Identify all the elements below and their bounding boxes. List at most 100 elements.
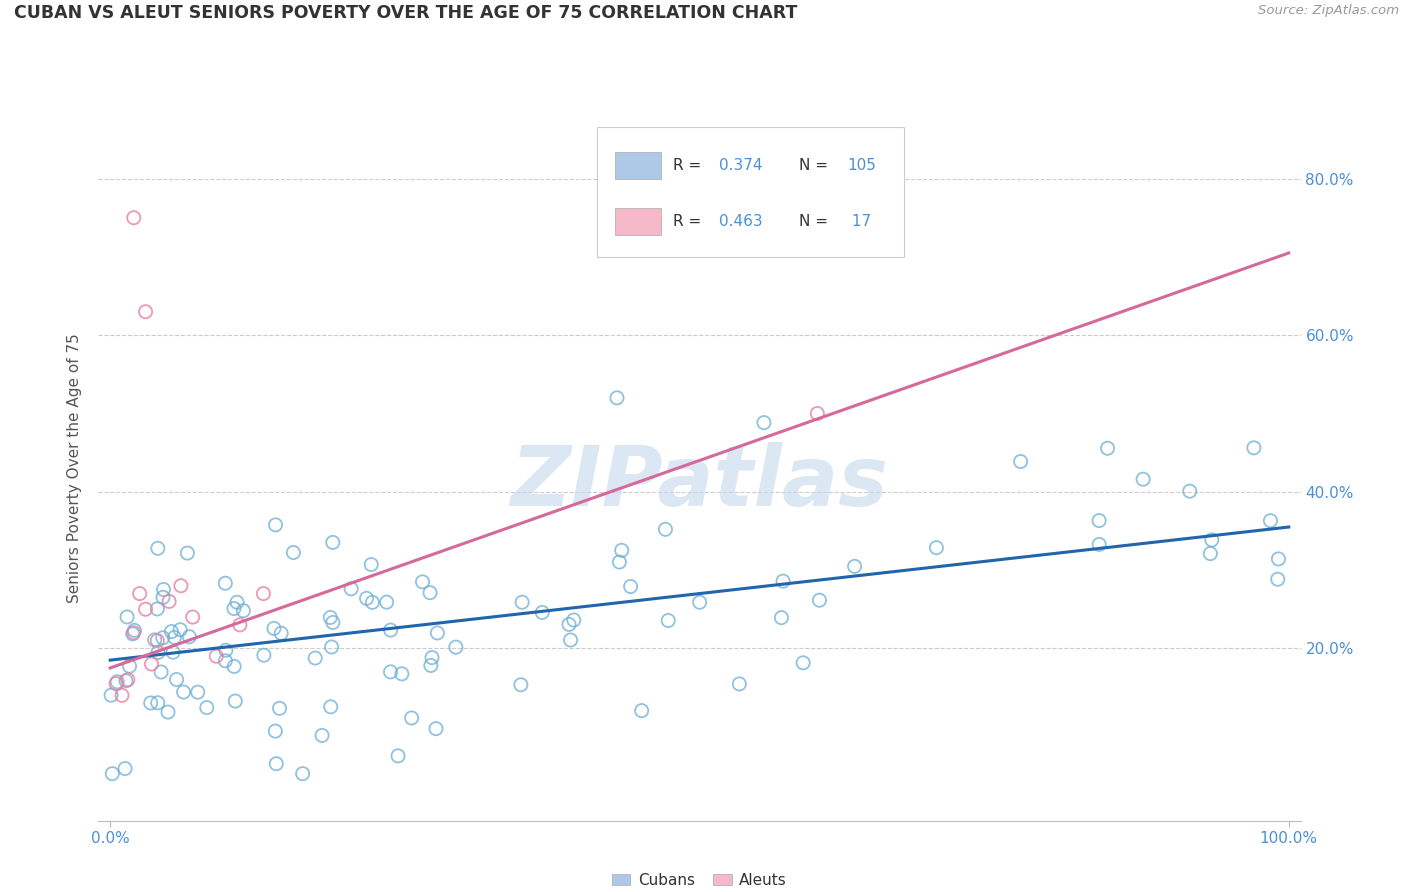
Point — [322, 535, 344, 549]
Point — [361, 595, 384, 609]
Text: Source: ZipAtlas.com: Source: ZipAtlas.com — [1258, 4, 1399, 18]
Point — [321, 640, 343, 654]
Point — [1201, 533, 1223, 547]
Point — [1199, 547, 1222, 561]
Point — [163, 631, 186, 645]
Point — [205, 649, 228, 664]
Legend: Cubans, Aleuts: Cubans, Aleuts — [606, 867, 793, 892]
Text: 0.374: 0.374 — [718, 158, 762, 173]
Point — [420, 650, 443, 665]
Point — [269, 701, 291, 715]
Point — [426, 626, 449, 640]
Point — [146, 541, 169, 556]
Point — [152, 591, 174, 605]
Point — [509, 678, 531, 692]
Y-axis label: Seniors Poverty Over the Age of 75: Seniors Poverty Over the Age of 75 — [67, 334, 83, 603]
Point — [224, 694, 246, 708]
Point — [419, 585, 441, 599]
Point — [380, 665, 402, 679]
Point — [135, 304, 157, 318]
Point — [808, 593, 831, 607]
Point — [166, 673, 188, 687]
Point — [728, 677, 751, 691]
Point — [391, 666, 413, 681]
Point — [122, 625, 145, 640]
Point — [146, 696, 169, 710]
Point — [770, 610, 793, 624]
Point — [610, 543, 633, 558]
Point — [100, 688, 122, 702]
Point — [226, 595, 249, 609]
Point — [124, 624, 146, 638]
Point — [232, 604, 254, 618]
Point — [419, 658, 441, 673]
Point — [558, 617, 581, 632]
Point — [162, 645, 184, 659]
Point — [380, 623, 402, 637]
Point — [214, 576, 236, 591]
Point — [304, 651, 326, 665]
Point — [195, 700, 218, 714]
Point — [1010, 454, 1032, 468]
Point — [150, 665, 173, 679]
Point — [115, 673, 138, 688]
Point — [169, 623, 191, 637]
Point — [531, 606, 554, 620]
Point — [1132, 472, 1154, 486]
Point — [179, 630, 201, 644]
Point — [156, 705, 179, 719]
Text: 105: 105 — [848, 158, 876, 173]
Point — [1088, 514, 1111, 528]
Point — [1097, 442, 1119, 456]
Point — [101, 766, 124, 780]
FancyBboxPatch shape — [616, 208, 661, 235]
Point — [375, 595, 398, 609]
Point — [160, 624, 183, 639]
Point — [283, 545, 305, 559]
Point — [146, 602, 169, 616]
Text: 0.463: 0.463 — [718, 214, 762, 229]
Point — [444, 640, 467, 654]
FancyBboxPatch shape — [616, 152, 661, 178]
Point — [319, 610, 342, 624]
Point — [105, 676, 128, 690]
Point — [121, 627, 143, 641]
Point — [606, 391, 628, 405]
Point — [224, 659, 246, 673]
Point — [176, 546, 198, 560]
Point — [412, 574, 434, 589]
Text: ZIPatlas: ZIPatlas — [510, 442, 889, 523]
Point — [1088, 537, 1111, 551]
Point — [1267, 552, 1289, 566]
Point — [806, 407, 828, 421]
Point — [360, 558, 382, 572]
Point — [620, 580, 643, 594]
Point — [654, 522, 676, 536]
Point — [291, 766, 314, 780]
Point — [152, 631, 174, 645]
Point — [401, 711, 423, 725]
Point — [215, 643, 238, 657]
Point — [141, 657, 163, 671]
Point — [1267, 572, 1289, 586]
Point — [752, 416, 775, 430]
Point — [143, 632, 166, 647]
Point — [229, 618, 252, 632]
Point — [772, 574, 794, 589]
Point — [173, 685, 195, 699]
Point — [319, 699, 342, 714]
Point — [135, 602, 157, 616]
Point — [356, 591, 378, 606]
Point — [560, 632, 582, 647]
Point — [139, 696, 162, 710]
Point — [925, 541, 948, 555]
Point — [510, 595, 533, 609]
Point — [114, 762, 136, 776]
Text: R =: R = — [673, 158, 706, 173]
Point — [322, 615, 344, 630]
Point — [146, 645, 169, 659]
Point — [115, 610, 138, 624]
Point — [157, 594, 180, 608]
Point — [266, 756, 288, 771]
Point — [657, 614, 679, 628]
